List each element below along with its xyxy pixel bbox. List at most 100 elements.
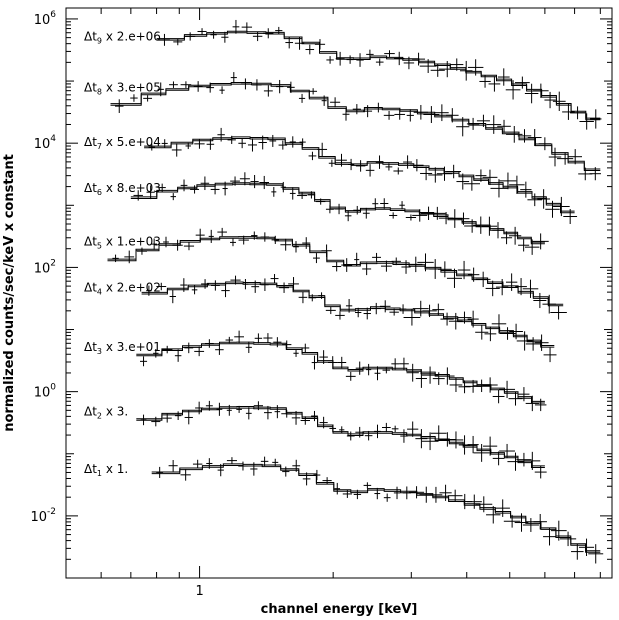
data-point	[394, 51, 405, 66]
data-point	[221, 31, 229, 43]
data-point	[143, 95, 153, 102]
data-point	[467, 267, 480, 282]
data-point	[522, 279, 539, 298]
data-point	[518, 387, 530, 402]
data-point	[158, 183, 166, 192]
data-point	[260, 232, 270, 242]
data-point	[254, 333, 263, 344]
data-point	[363, 105, 373, 118]
data-point	[486, 506, 501, 524]
data-point	[366, 49, 374, 60]
data-point	[225, 336, 234, 344]
data-point	[436, 166, 453, 181]
data-point	[503, 514, 521, 528]
data-point	[537, 189, 550, 209]
data-point	[465, 379, 482, 393]
data-point	[301, 343, 310, 353]
data-point	[245, 341, 252, 354]
data-point	[371, 302, 381, 315]
data-point	[238, 235, 249, 245]
data-point	[206, 458, 213, 469]
data-point	[313, 469, 321, 481]
data-point	[534, 334, 549, 351]
data-point	[230, 72, 237, 84]
data-point	[156, 282, 167, 291]
data-point	[439, 484, 452, 501]
data-point	[421, 366, 439, 384]
data-point	[382, 422, 391, 433]
data-point	[499, 443, 515, 459]
data-point	[553, 196, 570, 217]
data-point	[457, 260, 471, 280]
data-point	[448, 431, 464, 449]
data-point	[578, 538, 595, 556]
data-point	[210, 280, 220, 291]
data-point	[448, 312, 463, 330]
data-point	[217, 127, 225, 142]
data-point	[394, 109, 406, 120]
data-point	[219, 86, 225, 95]
data-point	[230, 238, 236, 247]
data-point	[579, 113, 594, 130]
data-point	[328, 159, 335, 167]
data-point	[372, 198, 379, 210]
data-point	[401, 260, 411, 274]
data-point	[515, 278, 527, 296]
data-point	[197, 28, 207, 35]
data-point	[501, 231, 513, 245]
data-point	[405, 214, 417, 221]
data-point	[311, 410, 318, 422]
data-point	[463, 176, 481, 191]
data-point	[264, 405, 272, 420]
data-point	[210, 30, 217, 39]
data-point	[114, 99, 124, 113]
data-point	[238, 461, 248, 471]
model-step-curve	[130, 182, 545, 243]
data-point	[429, 206, 446, 220]
data-point	[406, 363, 419, 382]
data-point	[242, 278, 249, 290]
series-label: Δt4 x 2.e+02	[84, 280, 161, 296]
data-point	[314, 39, 326, 50]
data-point	[391, 425, 399, 433]
data-point	[269, 134, 277, 147]
data-point	[391, 257, 401, 266]
data-point	[446, 164, 461, 179]
data-point	[548, 147, 562, 167]
data-point	[482, 377, 498, 393]
data-point	[171, 143, 182, 157]
data-point	[236, 405, 242, 413]
data-point	[516, 331, 533, 351]
data-point	[353, 489, 362, 500]
data-point	[163, 236, 169, 248]
data-point	[374, 102, 383, 113]
data-point	[412, 52, 426, 66]
x-axis-label: channel energy [keV]	[261, 602, 418, 617]
data-point	[482, 169, 498, 186]
data-point	[410, 159, 424, 172]
data-point	[412, 209, 428, 222]
data-point	[496, 278, 509, 296]
data-point	[161, 139, 168, 148]
model-step-curve	[151, 463, 601, 552]
data-point	[393, 486, 401, 500]
data-point	[208, 229, 214, 243]
data-point	[486, 115, 502, 134]
data-point	[230, 176, 240, 186]
data-point	[275, 79, 284, 94]
data-point	[516, 452, 532, 467]
data-point	[291, 410, 301, 425]
data-point	[346, 431, 355, 441]
data-point	[381, 260, 392, 272]
data-point	[475, 271, 491, 288]
data-point	[374, 424, 381, 439]
data-point	[467, 59, 484, 76]
data-point	[146, 285, 152, 296]
data-point	[180, 469, 191, 481]
data-point	[508, 226, 522, 245]
model-step-curve	[141, 281, 555, 346]
data-point	[457, 212, 470, 225]
data-point	[329, 424, 337, 432]
data-point	[334, 203, 344, 215]
